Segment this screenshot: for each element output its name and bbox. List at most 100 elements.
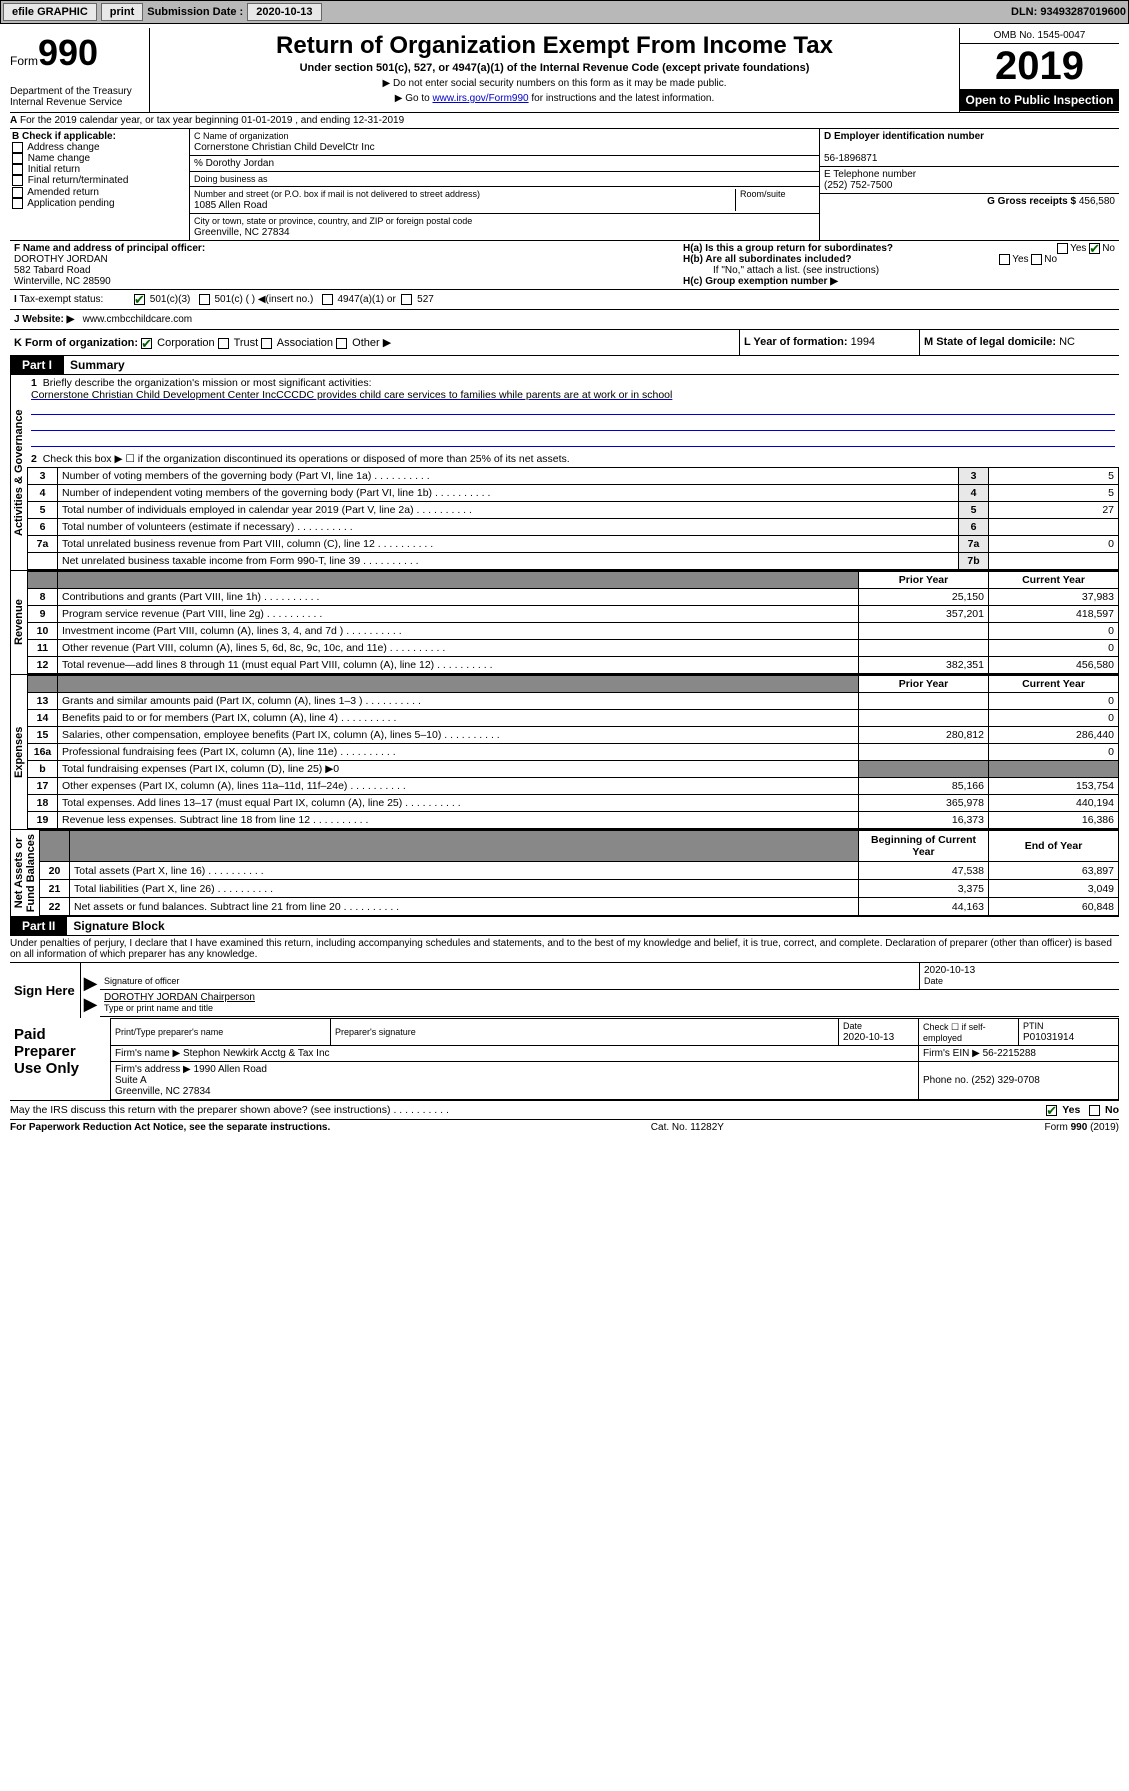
street-address: 1085 Allen Road: [194, 200, 267, 211]
table-row: 6Total number of volunteers (estimate if…: [28, 519, 1119, 536]
trust-checkbox[interactable]: [218, 338, 229, 349]
box-f: F Name and address of principal officer:…: [10, 241, 679, 289]
boxb-item: Application pending: [12, 198, 187, 209]
table-row: 3Number of voting members of the governi…: [28, 468, 1119, 485]
firm-ein: 56-2215288: [983, 1048, 1036, 1059]
omb-number: OMB No. 1545-0047: [960, 28, 1119, 44]
table-row: 8Contributions and grants (Part VIII, li…: [28, 589, 1119, 606]
table-header-row: Beginning of Current YearEnd of Year: [40, 831, 1119, 862]
table-row: 5Total number of individuals employed in…: [28, 502, 1119, 519]
department: Department of the Treasury Internal Reve…: [10, 74, 145, 108]
hb-no-checkbox[interactable]: [1031, 254, 1042, 265]
declaration: Under penalties of perjury, I declare th…: [10, 936, 1119, 963]
firm-phone: (252) 329-0708: [971, 1075, 1039, 1086]
irs-link[interactable]: www.irs.gov/Form990: [432, 93, 528, 104]
box-m: M State of legal domicile: NC: [919, 330, 1119, 355]
table-row: 19Revenue less expenses. Subtract line 1…: [28, 812, 1119, 829]
part1-activities-governance: Activities & Governance 1 Briefly descri…: [10, 375, 1119, 571]
boxb-item: Name change: [12, 153, 187, 164]
table-row: Net unrelated business taxable income fr…: [28, 553, 1119, 570]
dln: DLN: 93493287019600: [1011, 6, 1126, 18]
table-row: 14Benefits paid to or for members (Part …: [28, 710, 1119, 727]
corp-checkbox[interactable]: [141, 338, 152, 349]
table-row: 17Other expenses (Part IX, column (A), l…: [28, 778, 1119, 795]
form-number: Form990: [10, 32, 145, 74]
box-l: L Year of formation: 1994: [739, 330, 919, 355]
table-row: bTotal fundraising expenses (Part IX, co…: [28, 761, 1119, 778]
table-row: 13Grants and similar amounts paid (Part …: [28, 693, 1119, 710]
part1-header: Part I Summary: [10, 356, 1119, 375]
part1-net-assets: Net Assets or Fund Balances Beginning of…: [10, 830, 1119, 917]
paid-preparer-block: Paid Preparer Use Only Print/Type prepar…: [10, 1018, 1119, 1101]
firm-name: Stephon Newkirk Acctg & Tax Inc: [183, 1048, 330, 1059]
501c-checkbox[interactable]: [199, 294, 210, 305]
submission-label: Submission Date :: [147, 6, 243, 18]
box-j: J Website: ▶ www.cmbcchildcare.com: [10, 310, 1119, 330]
tax-status-row: I Tax-exempt status: 501(c)(3) 501(c) ( …: [10, 290, 1119, 310]
form-title: Return of Organization Exempt From Incom…: [154, 32, 955, 60]
part1-revenue: Revenue Prior YearCurrent Year8Contribut…: [10, 571, 1119, 675]
form-note2: ▶ Go to www.irs.gov/Form990 for instruct…: [154, 93, 955, 104]
boxb-item: Amended return: [12, 187, 187, 198]
mission-text: Cornerstone Christian Child Development …: [31, 389, 672, 401]
telephone: (252) 752-7500: [824, 180, 892, 191]
box-b: B Check if applicable: Address change Na…: [10, 129, 190, 240]
ha-no-checkbox[interactable]: [1089, 243, 1100, 254]
table-row: 15Salaries, other compensation, employee…: [28, 727, 1119, 744]
efile-label: efile GRAPHIC: [3, 3, 97, 21]
assoc-checkbox[interactable]: [261, 338, 272, 349]
501c3-checkbox[interactable]: [134, 294, 145, 305]
ptin: P01031914: [1023, 1032, 1074, 1043]
4947-checkbox[interactable]: [322, 294, 333, 305]
boxb-item: Final return/terminated: [12, 175, 187, 186]
box-de: D Employer identification number56-18968…: [819, 129, 1119, 240]
gross-receipts: 456,580: [1079, 196, 1115, 207]
discuss-yes-checkbox[interactable]: [1046, 1105, 1057, 1116]
table-row: 10Investment income (Part VIII, column (…: [28, 623, 1119, 640]
hb-yes-checkbox[interactable]: [999, 254, 1010, 265]
table-header-row: Prior YearCurrent Year: [28, 572, 1119, 589]
discuss-no-checkbox[interactable]: [1089, 1105, 1100, 1116]
table-row: 11Other revenue (Part VIII, column (A), …: [28, 640, 1119, 657]
footer: For Paperwork Reduction Act Notice, see …: [10, 1120, 1119, 1135]
table-row: 21Total liabilities (Part X, line 26)3,3…: [40, 880, 1119, 898]
sign-here-block: Sign Here ▶▶ Signature of officer 2020-1…: [10, 963, 1119, 1018]
officer-name: DOROTHY JORDAN Chairperson: [104, 992, 255, 1003]
table-row: 16aProfessional fundraising fees (Part I…: [28, 744, 1119, 761]
section-header-boxes: B Check if applicable: Address change Na…: [10, 129, 1119, 241]
other-checkbox[interactable]: [336, 338, 347, 349]
table-row: 12Total revenue—add lines 8 through 11 (…: [28, 657, 1119, 674]
table-row: 4Number of independent voting members of…: [28, 485, 1119, 502]
table-row: 22Net assets or fund balances. Subtract …: [40, 898, 1119, 916]
table-row: 9Program service revenue (Part VIII, lin…: [28, 606, 1119, 623]
part2-header: Part II Signature Block: [10, 917, 1119, 936]
row-f-h: F Name and address of principal officer:…: [10, 241, 1119, 290]
527-checkbox[interactable]: [401, 294, 412, 305]
row-klm: K Form of organization: Corporation Trus…: [10, 330, 1119, 356]
sign-arrow-icon: ▶▶: [80, 963, 100, 1018]
box-k: K Form of organization: Corporation Trus…: [10, 330, 739, 355]
city-state-zip: Greenville, NC 27834: [194, 227, 290, 238]
part1-expenses: Expenses Prior YearCurrent Year13Grants …: [10, 675, 1119, 830]
table-row: 20Total assets (Part X, line 16)47,53863…: [40, 862, 1119, 880]
submission-date: 2020-10-13: [247, 3, 321, 21]
ha-yes-checkbox[interactable]: [1057, 243, 1068, 254]
form-note1: ▶ Do not enter social security numbers o…: [154, 78, 955, 89]
discuss-row: May the IRS discuss this return with the…: [10, 1101, 1119, 1120]
table-row: 18Total expenses. Add lines 13–17 (must …: [28, 795, 1119, 812]
care-of: % Dorothy Jordan: [190, 156, 819, 172]
box-c: C Name of organizationCornerstone Christ…: [190, 129, 819, 240]
form-ref: Form 990 (2019): [1045, 1122, 1119, 1133]
line-a: A For the 2019 calendar year, or tax yea…: [10, 113, 1119, 129]
form-subtitle: Under section 501(c), 527, or 4947(a)(1)…: [154, 62, 955, 74]
form-body: Form990 Department of the Treasury Inter…: [0, 24, 1129, 1139]
tax-year: 2019: [960, 44, 1119, 89]
form-header: Form990 Department of the Treasury Inter…: [10, 28, 1119, 113]
boxb-item: Initial return: [12, 164, 187, 175]
website: www.cmbcchildcare.com: [83, 314, 192, 325]
boxb-item: Address change: [12, 142, 187, 153]
table-header-row: Prior YearCurrent Year: [28, 676, 1119, 693]
topbar: efile GRAPHIC print Submission Date : 20…: [0, 0, 1129, 24]
ein: 56-1896871: [824, 153, 877, 164]
print-button[interactable]: print: [101, 3, 143, 21]
